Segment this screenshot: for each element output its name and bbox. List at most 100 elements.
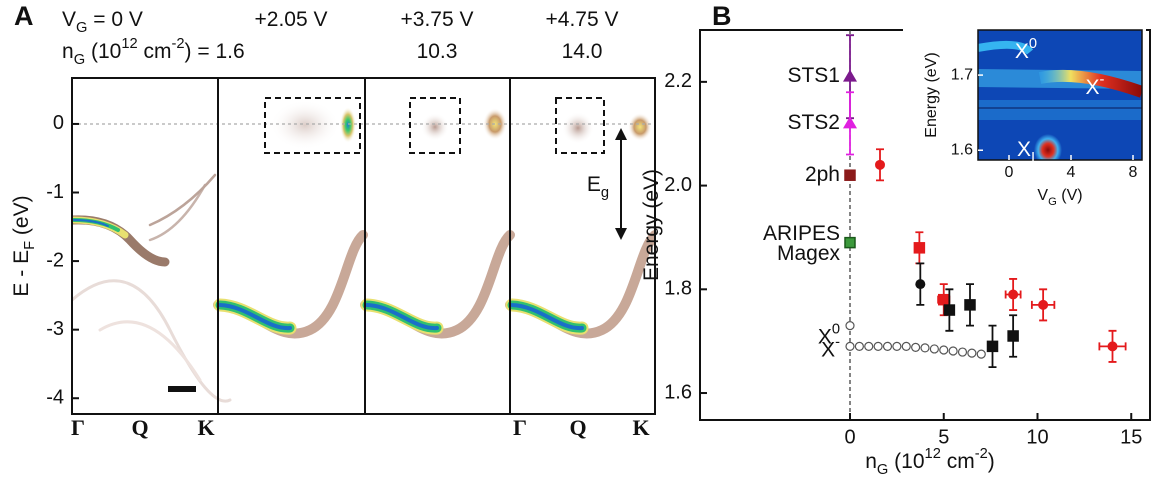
text-part: -	[1100, 72, 1105, 88]
x-tick-label: K	[197, 415, 214, 440]
annotation: Magex	[777, 242, 841, 265]
text-part: +3.75 V	[401, 8, 474, 31]
header-line1: +2.05 V	[255, 8, 328, 31]
point	[914, 243, 924, 253]
point	[1108, 341, 1118, 351]
arpes-images	[72, 78, 655, 414]
text-part: F	[22, 241, 38, 250]
text-part: -	[835, 334, 840, 350]
series-label: STS1	[787, 64, 840, 87]
text-part: )	[988, 450, 995, 473]
y-tick-label: 1.7	[951, 66, 973, 83]
scale-bar	[168, 386, 196, 392]
point	[988, 341, 998, 351]
header-line1: VG = 0 V	[62, 8, 143, 36]
point	[977, 350, 985, 358]
inset-image	[978, 30, 1142, 166]
text-part: -2	[171, 36, 184, 52]
point	[965, 300, 975, 310]
x-tick-label: Γ	[71, 415, 85, 440]
text-part: Energy (eV)	[640, 169, 663, 281]
text-part: G	[1048, 196, 1057, 208]
text-part: E	[587, 173, 601, 196]
y-tick-label: -2	[46, 249, 64, 271]
text-part: n	[865, 450, 877, 473]
point	[930, 345, 938, 353]
panel-label: A	[14, 1, 34, 31]
text-part: -2	[975, 446, 988, 462]
x-tick-label: 0	[1005, 164, 1014, 181]
text-part: 10.3	[417, 40, 458, 63]
y-tick-label: 1.8	[664, 278, 692, 300]
point	[912, 343, 920, 351]
text-part: 12	[121, 36, 137, 52]
panel-label: B	[712, 1, 732, 31]
header-line1: +4.75 V	[546, 8, 619, 31]
x-tick-label: 15	[1120, 426, 1142, 448]
figure: AVG = 0 V+2.05 V+3.75 V+4.75 VnG (1012 c…	[0, 0, 1154, 478]
point	[846, 322, 854, 330]
y-axis-label: E - EF (eV)	[10, 195, 38, 296]
text-part: X	[1017, 138, 1031, 161]
y-tick-label: -1	[46, 181, 64, 203]
x-tick-label: 10	[1026, 426, 1048, 448]
header-line2: 10.3	[417, 40, 458, 63]
point	[921, 344, 929, 352]
series-label: STS2	[787, 111, 840, 134]
y-tick-label: -4	[46, 387, 64, 409]
header-line1: +3.75 V	[401, 8, 474, 31]
text-part: cm	[138, 40, 172, 63]
point	[884, 342, 892, 350]
header-line2: nG (1012 cm-2) = 1.6	[62, 36, 245, 68]
y-tick-label: 1.6	[951, 141, 973, 158]
text-part: Energy (eV)	[923, 52, 940, 137]
point	[893, 342, 901, 350]
point	[959, 348, 967, 356]
point	[944, 305, 954, 315]
x-tick-label: 8	[1129, 164, 1138, 181]
point	[940, 346, 948, 354]
x-tick-label: Γ	[513, 415, 527, 440]
text-part: G	[76, 20, 87, 36]
x-axis-label: nG (1012 cm-2)	[865, 446, 995, 478]
text-part: (10	[85, 40, 121, 63]
x-tick-label: Q	[131, 415, 148, 440]
text-part: I	[1031, 150, 1035, 166]
text-part: G	[74, 52, 85, 68]
text-part: ) = 1.6	[185, 40, 245, 63]
text-part: X	[1086, 76, 1100, 99]
point	[1008, 289, 1018, 299]
text-part: 0	[1029, 36, 1037, 52]
y-tick-label: -3	[46, 318, 64, 340]
y-tick-label: 2.2	[664, 70, 692, 92]
point	[939, 295, 949, 305]
text-part: +4.75 V	[546, 8, 619, 31]
text-part: g	[601, 185, 609, 201]
text-part: X	[821, 338, 835, 361]
point	[865, 342, 873, 350]
text-part: E - E	[10, 250, 33, 297]
x-tick-label: Q	[569, 415, 586, 440]
series-label: 2ph	[805, 163, 840, 186]
text-part: = 0 V	[87, 8, 142, 31]
series-label: X-	[821, 334, 840, 361]
x-tick-label: 4	[1067, 164, 1076, 181]
point	[915, 279, 925, 289]
x-tick-label: K	[632, 415, 649, 440]
text-part: cm	[941, 450, 975, 473]
point	[855, 342, 863, 350]
y-tick-label: 2.0	[664, 174, 692, 196]
point	[949, 347, 957, 355]
point	[845, 238, 855, 248]
text-part: (V)	[1057, 187, 1083, 204]
y-axis-label: Energy (eV)	[923, 52, 940, 137]
text-part: G	[877, 462, 888, 478]
point	[1008, 331, 1018, 341]
text-part: V	[62, 8, 76, 31]
text-part: X	[1015, 40, 1029, 63]
header-line2: 14.0	[562, 40, 603, 63]
text-part: 12	[925, 446, 941, 462]
point	[875, 160, 885, 170]
point	[845, 170, 855, 180]
text-part: (eV)	[10, 195, 33, 241]
